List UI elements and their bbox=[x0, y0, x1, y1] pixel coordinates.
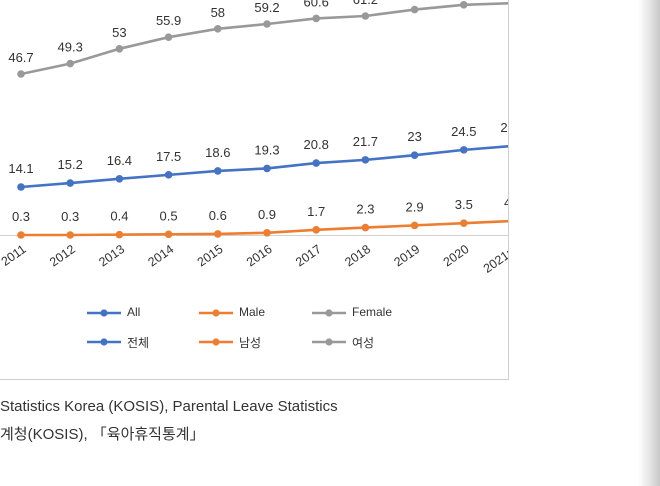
x-tick-label: 2011 bbox=[0, 242, 29, 269]
data-point bbox=[164, 171, 173, 179]
data-label: 61.2 bbox=[353, 0, 378, 7]
data-point bbox=[214, 230, 222, 238]
data-label: 0.6 bbox=[209, 208, 227, 223]
legend-label: 남성 bbox=[239, 336, 262, 350]
data-point bbox=[164, 33, 173, 41]
data-label: 0.9 bbox=[258, 207, 276, 222]
data-label: 3.5 bbox=[455, 197, 473, 212]
data-label: 2.9 bbox=[406, 199, 424, 214]
data-point bbox=[361, 156, 370, 164]
data-point bbox=[361, 223, 370, 232]
legend-label: Female bbox=[352, 305, 393, 319]
x-tick-label: 2014 bbox=[146, 242, 177, 269]
legend-swatch bbox=[87, 338, 121, 346]
data-label: 18.6 bbox=[205, 145, 230, 160]
data-label: 53 bbox=[112, 25, 126, 40]
data-label: 2.3 bbox=[356, 202, 374, 217]
data-label: 58 bbox=[211, 5, 225, 20]
data-point bbox=[312, 159, 321, 167]
data-point bbox=[460, 146, 468, 154]
data-point bbox=[66, 179, 74, 187]
data-point bbox=[410, 5, 419, 14]
legend-label: All bbox=[127, 305, 141, 319]
series-male: 0.3 0.3 0.4 0.5 0.6 0.9 1.7 2.3 2.9 3.5 4.1 bbox=[12, 195, 508, 239]
x-tick-label: 2015 bbox=[195, 242, 226, 269]
data-point bbox=[460, 219, 468, 227]
legend-swatch bbox=[199, 309, 233, 317]
x-tick-label: 2017 bbox=[293, 242, 324, 269]
data-label: 24.5 bbox=[451, 124, 476, 139]
data-label: 17.5 bbox=[156, 149, 181, 164]
data-point bbox=[361, 12, 370, 20]
data-point bbox=[115, 45, 124, 53]
data-label: 55.9 bbox=[156, 13, 181, 28]
legend-swatch bbox=[312, 309, 346, 317]
data-point bbox=[263, 228, 271, 237]
data-point bbox=[410, 221, 419, 230]
data-point bbox=[17, 70, 25, 78]
data-label: 23 bbox=[407, 129, 421, 144]
data-label: 46.7 bbox=[8, 50, 33, 65]
data-point bbox=[66, 231, 74, 239]
data-point bbox=[17, 231, 25, 239]
data-point bbox=[312, 14, 321, 23]
legend-label: Male bbox=[239, 305, 266, 319]
legend-label: 전체 bbox=[127, 336, 150, 350]
data-label: 16.4 bbox=[107, 153, 132, 168]
data-point bbox=[214, 167, 222, 175]
data-label: 14.1 bbox=[8, 161, 33, 176]
data-point bbox=[263, 164, 271, 173]
x-tick-label: 2020 bbox=[441, 242, 472, 269]
data-label: 60.6 bbox=[304, 0, 329, 9]
data-label: 0.4 bbox=[110, 209, 128, 224]
data-point bbox=[263, 20, 271, 28]
data-label: 25.6 bbox=[500, 120, 508, 135]
series-female: 46.7 49.3 53 55.9 58 59.2 60.6 61.2 62.8 bbox=[8, 0, 508, 78]
data-label: 15.2 bbox=[58, 157, 83, 172]
data-label: 59.2 bbox=[254, 0, 279, 15]
x-tick-label: 2018 bbox=[342, 242, 373, 269]
data-point bbox=[460, 1, 468, 9]
legend-swatch bbox=[312, 338, 346, 346]
x-tick-label: 2019 bbox=[392, 242, 423, 269]
x-tick-label: 2013 bbox=[96, 242, 127, 269]
data-label: 20.8 bbox=[304, 137, 329, 152]
legend-label: 여성 bbox=[352, 336, 375, 350]
data-point bbox=[66, 59, 74, 68]
series-all: 14.1 15.2 16.4 17.5 18.6 19.3 20.8 21.7 23 24.5 25… bbox=[8, 120, 508, 191]
data-point bbox=[115, 174, 124, 183]
data-label: 0.3 bbox=[61, 209, 79, 224]
x-tick-label: 2012 bbox=[47, 242, 78, 269]
source-note-korean: 계청(KOSIS), 「육아휴직통계」 bbox=[0, 426, 205, 443]
line-chart: 46.7 49.3 53 55.9 58 59.2 60.6 61.2 62.8 14.1 15.2… bbox=[0, 0, 508, 276]
data-label: 0.5 bbox=[160, 208, 178, 223]
legend-swatch bbox=[87, 309, 121, 317]
data-label: 49.3 bbox=[58, 40, 83, 55]
data-point bbox=[214, 25, 222, 33]
x-tick-label: 2016 bbox=[244, 242, 275, 269]
data-label: 21.7 bbox=[353, 134, 378, 149]
source-note-english: Statistics Korea (KOSIS), Parental Leave… bbox=[0, 398, 338, 415]
chart-panel: 46.7 49.3 53 55.9 58 59.2 60.6 61.2 62.8 14.1 15.2… bbox=[0, 0, 509, 380]
data-label: 19.3 bbox=[254, 142, 279, 157]
data-label: 62.8 bbox=[402, 0, 427, 1]
data-point bbox=[115, 230, 124, 239]
page-edge-shadow bbox=[638, 0, 660, 486]
legend-swatch bbox=[199, 338, 233, 346]
data-label: 0.3 bbox=[12, 209, 30, 224]
data-label: 4.1 bbox=[504, 195, 508, 210]
data-point bbox=[410, 151, 419, 160]
data-label: 1.7 bbox=[307, 204, 325, 219]
x-tick-label: 2021p) bbox=[481, 242, 508, 276]
data-point bbox=[312, 226, 321, 234]
data-point bbox=[17, 183, 25, 191]
data-point bbox=[164, 230, 173, 239]
